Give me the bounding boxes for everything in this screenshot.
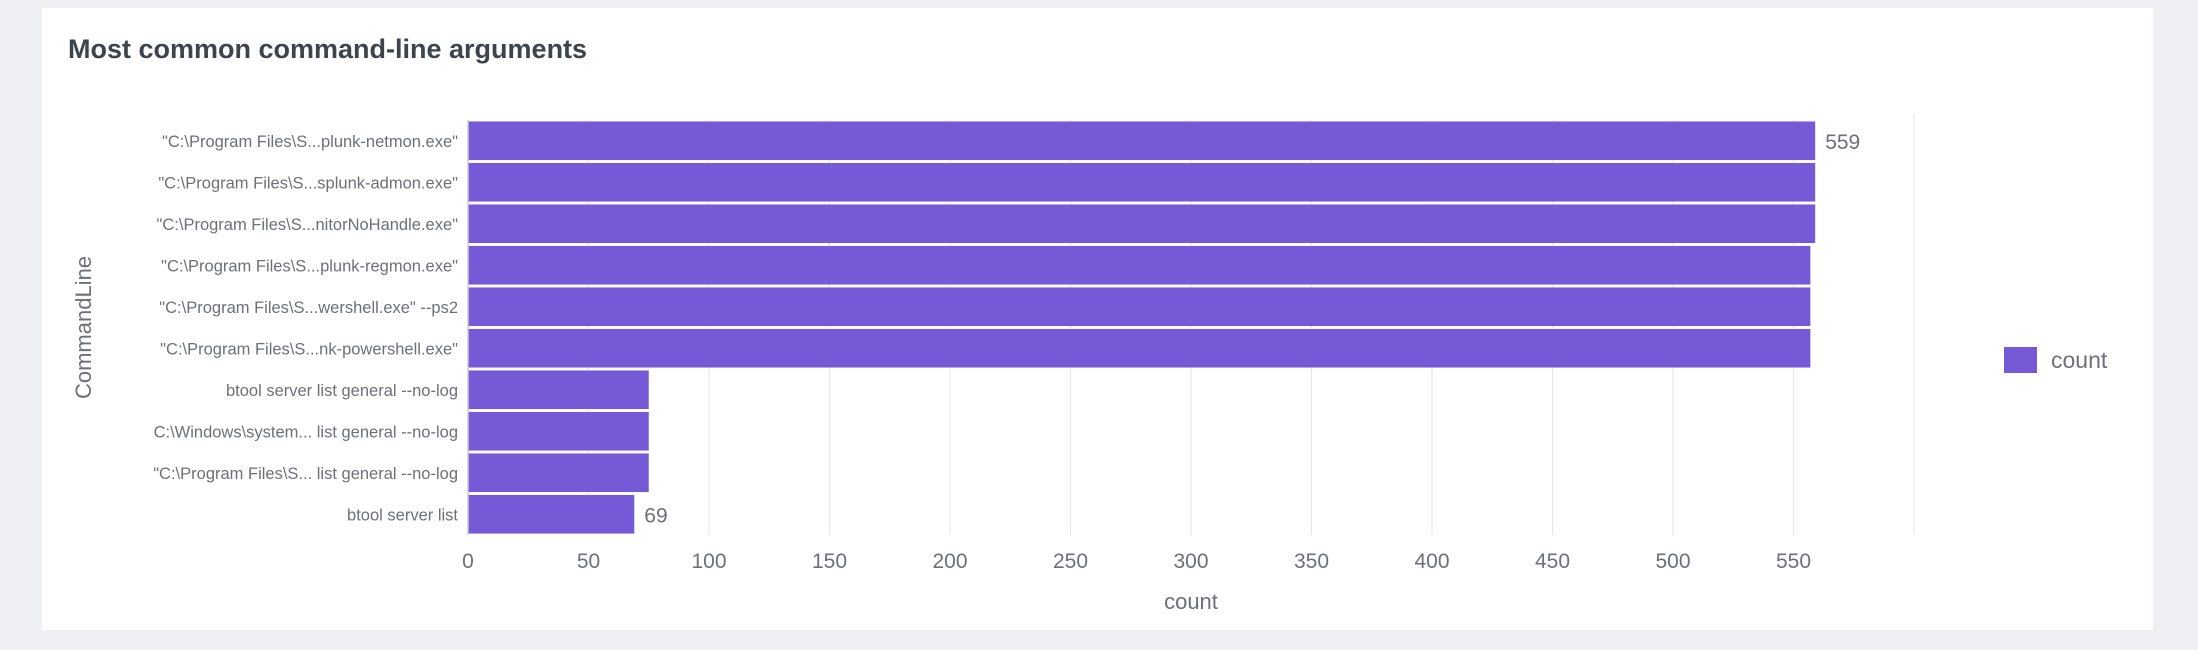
x-tick-label: 100 <box>691 550 726 573</box>
x-axis-title: count <box>1164 589 1218 614</box>
y-category-label: btool server list general --no-log <box>226 382 458 400</box>
y-category-label: "C:\Program Files\S...wershell.exe" --ps… <box>159 299 458 317</box>
y-category-label: "C:\Program Files\S...plunk-regmon.exe" <box>161 257 458 275</box>
panel-title: Most common command-line arguments <box>68 34 588 64</box>
bar <box>468 204 1816 244</box>
x-tick-label: 500 <box>1655 550 1690 573</box>
chart-panel: Most common command-line arguments 0 50 10… <box>42 8 2153 630</box>
data-label: 69 <box>644 504 667 527</box>
x-tick-label: 250 <box>1053 550 1088 573</box>
y-category-label: btool server list <box>347 506 458 524</box>
bar <box>468 494 635 534</box>
y-category-label: "C:\Program Files\S...splunk-admon.exe" <box>158 174 458 192</box>
y-category-label: "C:\Program Files\S... list general --no… <box>153 465 458 483</box>
bar <box>468 245 1811 285</box>
x-tick-label: 400 <box>1414 550 1449 573</box>
x-tick-label: 350 <box>1294 550 1329 573</box>
y-axis-title: CommandLine <box>71 256 96 399</box>
x-tick-label: 50 <box>577 550 600 573</box>
y-category-label: C:\Windows\system... list general --no-l… <box>154 423 458 441</box>
bar <box>468 287 1811 327</box>
bar <box>468 411 649 451</box>
bar <box>468 121 1816 161</box>
legend-swatch <box>2004 347 2037 373</box>
x-tick-label: 200 <box>932 550 967 573</box>
legend-label: count <box>2051 347 2108 373</box>
bar <box>468 453 649 493</box>
bar <box>468 162 1816 202</box>
bar-chart: 0 50 100 150 200 250 300 350 400 450 500 550 "C:\Pro… <box>71 114 2108 614</box>
y-category-label: "C:\Program Files\S...nk-powershell.exe" <box>160 340 458 358</box>
data-label: 559 <box>1825 131 1860 154</box>
x-tick-label: 300 <box>1173 550 1208 573</box>
bar <box>468 328 1811 368</box>
bar <box>468 370 649 410</box>
x-tick-label: 550 <box>1776 550 1811 573</box>
x-tick-label: 0 <box>462 550 474 573</box>
y-category-label: "C:\Program Files\S...plunk-netmon.exe" <box>162 133 458 151</box>
x-tick-label: 150 <box>812 550 847 573</box>
y-category-label: "C:\Program Files\S...nitorNoHandle.exe" <box>157 216 459 234</box>
x-tick-label: 450 <box>1535 550 1570 573</box>
